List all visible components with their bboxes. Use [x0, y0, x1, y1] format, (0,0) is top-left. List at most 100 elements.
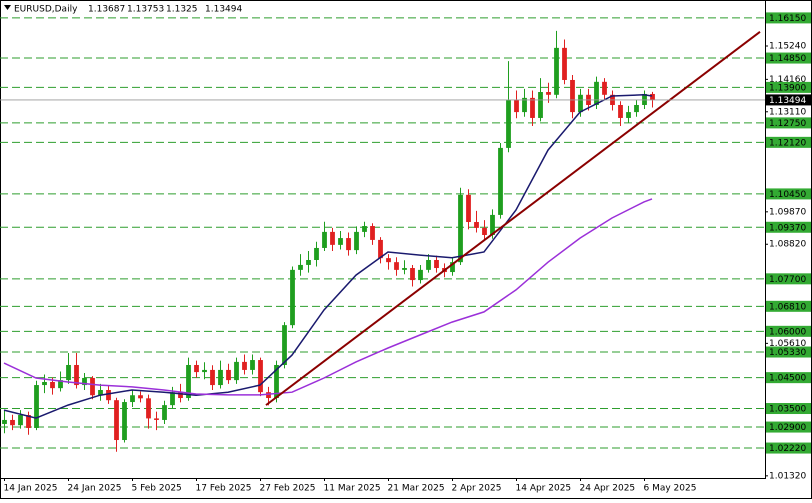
x-tick-label: 5 Feb 2025 — [132, 484, 182, 494]
x-tick-label: 11 Mar 2025 — [324, 484, 381, 494]
candle-body — [570, 79, 575, 113]
candle-body — [66, 364, 71, 381]
candle-body — [74, 364, 79, 386]
level-label-box — [766, 403, 811, 415]
candle-body — [2, 419, 7, 424]
candle-body — [426, 259, 431, 270]
candle-body — [370, 226, 375, 240]
level-label: 1.03500 — [769, 405, 806, 415]
candle-body — [178, 392, 183, 399]
level-label-box — [766, 300, 811, 312]
candle-body — [50, 381, 55, 389]
candle-body — [602, 81, 607, 95]
level-label: 1.06810 — [769, 302, 806, 312]
candle-body — [290, 269, 295, 326]
candle-body — [386, 258, 391, 263]
x-tick-label: 27 Feb 2025 — [260, 484, 316, 494]
candle-body — [218, 369, 223, 386]
candle-body — [258, 360, 263, 393]
candle-body — [546, 92, 551, 95]
candle-body — [450, 262, 455, 273]
candle-body — [186, 364, 191, 399]
level-label: 1.16150 — [769, 14, 806, 24]
candle-body — [618, 104, 623, 118]
candle-body — [514, 100, 519, 113]
candle-body — [634, 104, 639, 113]
level-label-box — [766, 372, 811, 384]
candle-body — [402, 268, 407, 270]
level-label: 1.10450 — [769, 190, 806, 200]
candle-body — [314, 247, 319, 260]
ohlc-value: 1.13687 — [88, 5, 125, 15]
candle-body — [410, 268, 415, 281]
y-tick-label: 1.15240 — [769, 42, 806, 52]
level-label: 1.13900 — [769, 83, 806, 93]
candle-body — [458, 194, 463, 263]
level-label: 1.09370 — [769, 223, 806, 233]
candle-body — [274, 364, 279, 399]
x-tick-label: 14 Jan 2025 — [4, 484, 58, 494]
y-tick-label: 1.14160 — [769, 75, 806, 85]
symbol-title: EURUSD,Daily — [14, 5, 78, 15]
candle-body — [242, 361, 247, 370]
x-tick-label: 24 Apr 2025 — [580, 484, 636, 494]
level-label-box — [766, 346, 811, 358]
candle-body — [130, 395, 135, 403]
level-label: 1.14850 — [769, 54, 806, 64]
candle-body — [250, 360, 255, 370]
candle-body — [58, 380, 63, 389]
candle-body — [354, 231, 359, 251]
candle-body — [498, 147, 503, 215]
candle-body — [202, 369, 207, 373]
candle-body — [122, 402, 127, 441]
candle-body — [34, 385, 39, 428]
candle-body — [338, 238, 343, 245]
candle-body — [114, 400, 119, 441]
candle-body — [146, 398, 151, 419]
candle-body — [562, 47, 567, 80]
candle-body — [330, 231, 335, 245]
level-label: 1.07700 — [769, 275, 806, 285]
candle-body — [642, 93, 647, 105]
ohlc-header: 1.13687 1.13753 1.1325 1.13494 — [88, 5, 242, 15]
level-label: 1.12120 — [769, 138, 806, 148]
level-label-box — [766, 421, 811, 433]
candle-body — [298, 264, 303, 270]
candle-body — [490, 214, 495, 235]
candle-body — [378, 239, 383, 259]
x-tick-label: 6 May 2025 — [644, 484, 697, 494]
level-label-box — [766, 136, 811, 148]
ohlc-value: 1.1325 — [166, 5, 198, 15]
candle-body — [482, 227, 487, 235]
level-label: 1.02220 — [769, 444, 806, 454]
candle-body — [306, 259, 311, 265]
candle-body — [506, 100, 511, 148]
candle-body — [522, 97, 527, 113]
level-label-box — [766, 81, 811, 93]
level-label: 1.12750 — [769, 119, 806, 129]
candle-body — [170, 392, 175, 406]
candle-body — [98, 389, 103, 396]
x-tick-label: 17 Feb 2025 — [196, 484, 252, 494]
level-label: 1.06000 — [769, 327, 806, 337]
level-label: 1.04500 — [769, 374, 806, 384]
current-price-box — [766, 94, 811, 106]
candle-body — [346, 238, 351, 251]
candle-body — [234, 361, 239, 381]
ohlc-value: 1.13753 — [127, 5, 164, 15]
candle-body — [194, 364, 199, 373]
x-tick-label: 21 Mar 2025 — [388, 484, 445, 494]
y-tick-label: 1.13110 — [769, 107, 806, 117]
current-price-label: 1.13494 — [769, 96, 806, 106]
candle-body — [434, 259, 439, 269]
moving-average — [3, 94, 653, 419]
header-arrow — [4, 5, 11, 10]
level-label-box — [766, 273, 811, 285]
candle-body — [554, 47, 559, 95]
candle-body — [138, 395, 143, 399]
level-label: 1.02900 — [769, 423, 806, 433]
candle-body — [42, 381, 47, 386]
